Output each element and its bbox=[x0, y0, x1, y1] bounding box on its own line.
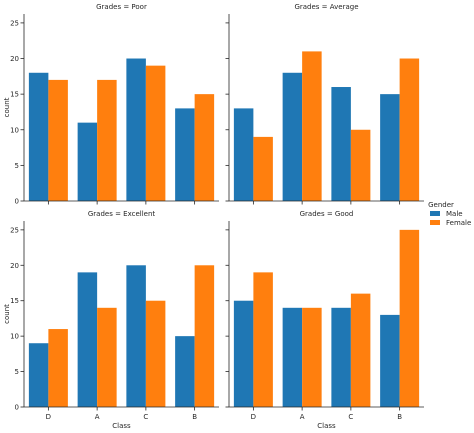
bar-male-c-panel-2 bbox=[331, 87, 351, 201]
bar-female-a-panel-3 bbox=[97, 307, 117, 407]
x-tick-label: A bbox=[300, 413, 305, 421]
bar-male-d-panel-4 bbox=[233, 300, 254, 407]
legend-label-male: Male bbox=[446, 210, 463, 218]
bar-male-b-panel-4 bbox=[380, 314, 400, 407]
bar-female-c-panel-1 bbox=[145, 65, 166, 202]
bar-female-d-panel-1 bbox=[48, 79, 68, 201]
x-tick-label: B bbox=[397, 413, 402, 421]
bar-male-d-panel-1 bbox=[28, 72, 49, 202]
y-tick-label: 25 bbox=[10, 19, 19, 27]
bar-male-b-panel-1 bbox=[175, 108, 195, 201]
y-tick-label: 20 bbox=[10, 55, 19, 63]
panel-title: Grades = Good bbox=[300, 210, 354, 218]
bar-male-c-panel-3 bbox=[126, 265, 146, 407]
panel-title: Grades = Excellent bbox=[88, 210, 156, 218]
legend-label-female: Female bbox=[446, 219, 471, 227]
bar-male-c-panel-1 bbox=[126, 58, 146, 201]
bar-male-c-panel-4 bbox=[331, 307, 351, 407]
bar-male-d-panel-2 bbox=[233, 108, 254, 201]
y-axis-label: count bbox=[3, 97, 11, 117]
bar-female-b-panel-3 bbox=[194, 265, 215, 407]
y-tick-label: 15 bbox=[10, 91, 19, 99]
x-tick-label: D bbox=[46, 413, 51, 421]
y-tick-label: 15 bbox=[10, 297, 19, 305]
y-tick-label: 0 bbox=[15, 198, 19, 206]
bar-male-d-panel-3 bbox=[28, 343, 49, 407]
x-axis-label: Class bbox=[317, 422, 336, 429]
y-tick-label: 10 bbox=[10, 333, 19, 341]
y-tick-label: 5 bbox=[15, 162, 19, 170]
bar-female-b-panel-2 bbox=[399, 58, 420, 201]
bar-female-d-panel-3 bbox=[48, 329, 68, 407]
x-tick-label: D bbox=[251, 413, 256, 421]
bar-male-b-panel-3 bbox=[175, 336, 195, 407]
bar-female-c-panel-4 bbox=[350, 293, 371, 407]
y-axis-label: count bbox=[3, 304, 11, 324]
x-tick-label: A bbox=[95, 413, 100, 421]
x-axis-label: Class bbox=[112, 422, 131, 429]
y-tick-label: 25 bbox=[10, 226, 19, 234]
bar-male-a-panel-2 bbox=[282, 72, 303, 202]
x-tick-label: C bbox=[143, 413, 148, 421]
bar-female-c-panel-3 bbox=[145, 300, 166, 407]
y-tick-label: 10 bbox=[10, 126, 19, 134]
panel-title: Grades = Poor bbox=[96, 3, 147, 11]
bar-male-a-panel-4 bbox=[282, 307, 303, 407]
bar-female-a-panel-2 bbox=[302, 51, 322, 202]
bar-female-d-panel-4 bbox=[253, 272, 273, 407]
bar-female-a-panel-4 bbox=[302, 307, 322, 407]
panel-title: Grades = Average bbox=[294, 3, 358, 11]
x-tick-label: B bbox=[192, 413, 197, 421]
bar-male-a-panel-3 bbox=[77, 272, 98, 407]
y-tick-label: 0 bbox=[15, 404, 19, 412]
bar-female-a-panel-1 bbox=[97, 79, 117, 201]
bar-female-b-panel-1 bbox=[194, 94, 215, 201]
bar-female-d-panel-2 bbox=[253, 136, 273, 201]
legend-title: Gender bbox=[428, 201, 454, 209]
bar-female-b-panel-4 bbox=[399, 229, 420, 407]
y-tick-label: 5 bbox=[15, 368, 19, 376]
legend-swatch-male bbox=[430, 211, 440, 216]
legend-swatch-female bbox=[430, 220, 440, 225]
bar-male-a-panel-1 bbox=[77, 122, 98, 201]
bar-female-c-panel-2 bbox=[350, 129, 371, 201]
bar-male-b-panel-2 bbox=[380, 94, 400, 201]
y-tick-label: 20 bbox=[10, 262, 19, 270]
x-tick-label: C bbox=[348, 413, 353, 421]
